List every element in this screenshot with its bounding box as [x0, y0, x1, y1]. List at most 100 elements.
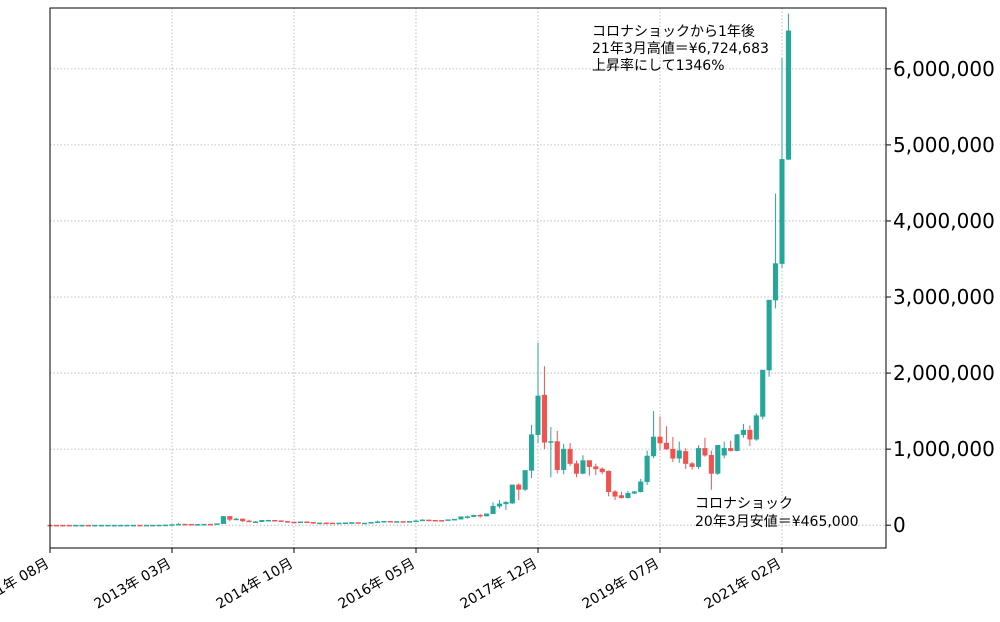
- candle-body: [554, 441, 560, 470]
- candle-body: [246, 520, 252, 523]
- candle-body: [310, 522, 316, 524]
- candle-body: [278, 520, 284, 522]
- candle-2018-03: [554, 430, 560, 474]
- candle-2020-11: [760, 369, 766, 420]
- candle-2020-08: [740, 424, 747, 438]
- candle-body: [484, 513, 490, 517]
- candle-body: [105, 524, 111, 527]
- candle-body: [683, 451, 689, 464]
- candle-body: [304, 521, 310, 524]
- candle-2019-03: [631, 490, 637, 494]
- candle-body: [573, 463, 580, 474]
- candle-2012-03: [92, 524, 98, 527]
- candle-2015-08: [355, 522, 361, 524]
- candle-body: [92, 524, 98, 527]
- candle-2020-03: [708, 450, 714, 490]
- x-tick-label: 2021年 02月: [702, 556, 784, 613]
- candle-body: [227, 516, 233, 520]
- y-tick-label: 4,000,000: [893, 209, 995, 233]
- candle-body: [285, 521, 291, 523]
- candle-2019-11: [683, 448, 689, 469]
- candle-2016-05: [413, 520, 419, 523]
- candle-body: [548, 441, 554, 443]
- candle-body: [766, 299, 772, 371]
- candle-body: [73, 524, 79, 527]
- candle-body: [599, 468, 605, 473]
- annotation-low: コロナショック 20年3月安値＝¥465,000: [695, 496, 859, 530]
- annotation-low-line-2: 20年3月安値＝¥465,000: [695, 514, 859, 530]
- candle-2013-06: [188, 523, 194, 526]
- x-tick-label: 2011年 08月: [0, 556, 52, 613]
- candle-body: [265, 519, 271, 522]
- candle-body: [740, 429, 747, 435]
- candle-2016-04: [407, 521, 413, 523]
- candle-2013-11: [220, 516, 226, 524]
- candle-2015-11: [374, 520, 381, 524]
- candle-2012-09: [130, 524, 137, 527]
- candle-body: [657, 436, 663, 444]
- candle-body: [124, 524, 130, 527]
- candle-body: [695, 448, 702, 467]
- candle-2021-03: [785, 13, 791, 161]
- candle-2020-10: [753, 413, 759, 441]
- candle-body: [644, 455, 650, 483]
- candle-2013-12: [227, 516, 233, 522]
- candle-2014-11: [297, 521, 303, 524]
- candle-2018-08: [586, 460, 592, 476]
- candle-2016-11: [451, 518, 458, 521]
- candle-2015-06: [342, 522, 348, 524]
- candle-body: [439, 520, 445, 522]
- candle-2015-12: [381, 520, 387, 523]
- candle-body: [760, 369, 766, 417]
- candle-body: [118, 524, 124, 527]
- candle-2018-10: [599, 467, 605, 475]
- candle-2019-08: [663, 426, 669, 450]
- candle-2020-12: [766, 299, 772, 377]
- candle-2016-06: [419, 519, 425, 522]
- candle-2019-05: [644, 450, 650, 485]
- candle-2018-09: [593, 463, 599, 475]
- x-tick-label: 2016年 05月: [336, 556, 418, 613]
- candle-body: [201, 523, 207, 526]
- y-tick-label: 1,000,000: [893, 437, 995, 461]
- candle-2017-12: [535, 342, 541, 444]
- candle-body: [631, 491, 637, 494]
- candle-body: [458, 516, 464, 520]
- candle-2012-07: [118, 524, 124, 527]
- candle-body: [529, 434, 535, 471]
- candle-body: [374, 521, 381, 524]
- candle-body: [156, 524, 162, 527]
- candle-body: [593, 466, 599, 470]
- annotation-peak-line-1: コロナショックから1年後: [592, 24, 755, 40]
- candles: [47, 13, 791, 527]
- candle-2013-03: [169, 524, 175, 526]
- candle-2017-05: [490, 502, 496, 515]
- candle-2014-05: [259, 520, 265, 522]
- candle-2018-02: [548, 427, 554, 478]
- candle-body: [137, 524, 143, 527]
- candle-2011-10: [60, 524, 66, 527]
- candle-body: [143, 524, 149, 527]
- candle-body: [561, 448, 567, 470]
- x-tick-label: 2014年 10月: [214, 556, 296, 613]
- candle-body: [753, 415, 759, 440]
- candle-body: [702, 448, 708, 456]
- candle-body: [60, 524, 66, 527]
- candle-2012-02: [85, 524, 92, 527]
- candle-body: [464, 516, 470, 518]
- candle-body: [329, 522, 336, 525]
- candle-body: [676, 450, 682, 459]
- candle-body: [625, 492, 631, 499]
- annotation-peak-line-2: 21年3月高値＝¥6,724,683: [592, 40, 769, 57]
- candle-body: [175, 523, 181, 526]
- candle-2015-03: [323, 522, 329, 525]
- candle-body: [240, 518, 246, 522]
- candle-2013-01: [156, 524, 162, 527]
- x-tick-label: 2013年 03月: [92, 556, 174, 613]
- y-tick-label: 3,000,000: [893, 285, 995, 309]
- candle-2014-09: [285, 521, 291, 523]
- candle-2015-09: [362, 522, 368, 525]
- candle-2013-02: [163, 524, 169, 527]
- candle-2014-04: [252, 521, 259, 523]
